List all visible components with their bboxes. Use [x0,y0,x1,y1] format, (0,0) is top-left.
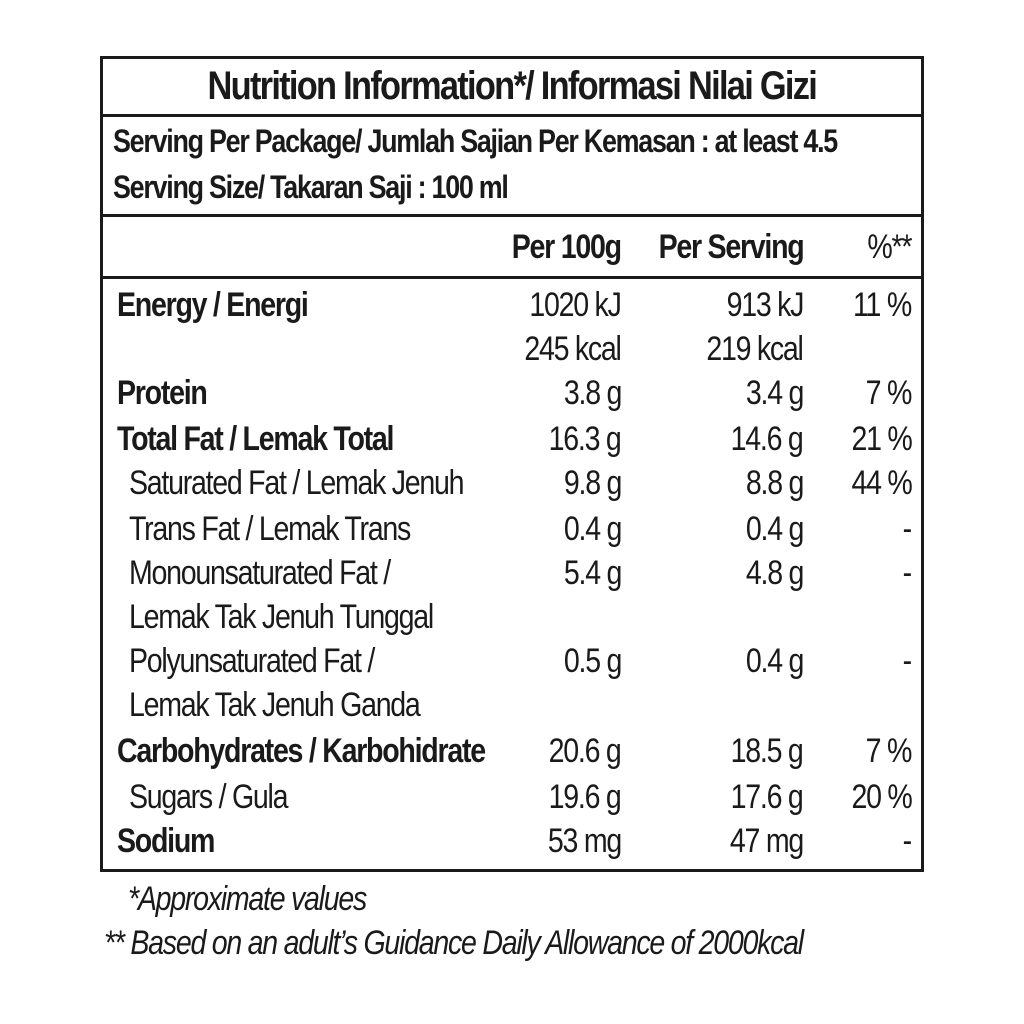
row-sodium-per100: 53 mg [547,822,622,860]
row-energy-name: Energy / Energi [117,286,309,324]
row-energy-per100: 1020 kJ [529,286,622,324]
row-sugars-per-serving: 17.6 g [731,778,804,816]
row-trans-fat-per-serving: 0.4 g [745,510,804,548]
row-total-fat-name: Total Fat / Lemak Total [117,420,394,458]
label-title: Nutrition Information*/ Informasi Nilai … [207,64,818,108]
row-sodium-per-serving: 47 mg [729,822,804,860]
row-mono-fat-name: Monounsaturated Fat / [129,554,391,592]
row-poly-fat-per100: 0.5 g [563,642,622,680]
row-sugars-name: Sugars / Gula [129,778,289,816]
row-carbohydrates-per100: 20.6 g [549,732,622,770]
row-poly-fat-pct: - [902,642,912,680]
row-carbohydrates-name: Carbohydrates / Karbohidrate [117,732,486,770]
column-header-per-serving: Per Serving [658,228,804,266]
row-poly-fat-name-cont: Lemak Tak Jenuh Ganda [129,686,421,724]
row-poly-fat-name: Polyunsaturated Fat / [129,642,375,680]
row-total-fat-per-serving: 14.6 g [731,420,804,458]
nutrition-label: Nutrition Information*/ Informasi Nilai … [100,56,924,872]
row-mono-fat-per-serving: 4.8 g [745,554,804,592]
row-sodium-name: Sodium [117,822,215,860]
row-energy-kcal-per100: 245 kcal [524,330,623,368]
row-saturated-fat-pct: 44 % [850,464,912,502]
row-trans-fat-pct: - [902,510,912,548]
column-header-per-100g: Per 100g [511,228,622,266]
row-sugars-per100: 19.6 g [549,778,622,816]
row-mono-fat-name-cont: Lemak Tak Jenuh Tunggal [129,598,434,636]
row-poly-fat-per-serving: 0.4 g [745,642,804,680]
row-saturated-fat-per100: 9.8 g [563,464,622,502]
header-divider [103,276,921,279]
row-protein-per100: 3.8 g [563,374,622,412]
footnote-gda: ** Based on an adult’s Guidance Daily Al… [104,924,804,962]
row-protein-name: Protein [117,374,208,412]
row-energy-per-serving: 913 kJ [726,286,804,324]
row-sodium-pct: - [902,822,912,860]
row-carbohydrates-per-serving: 18.5 g [731,732,804,770]
label-title-bar: Nutrition Information*/ Informasi Nilai … [103,59,921,117]
row-sugars-pct: 20 % [850,778,912,816]
row-total-fat-per100: 16.3 g [549,420,622,458]
serving-info: Serving Per Package/ Jumlah Sajian Per K… [103,117,921,217]
serving-per-package: Serving Per Package/ Jumlah Sajian Per K… [113,123,838,159]
row-protein-pct: 7 % [865,374,913,412]
row-carbohydrates-pct: 7 % [865,732,913,770]
row-trans-fat-name: Trans Fat / Lemak Trans [129,510,411,548]
nutrient-table: Per 100g Per Serving %** Energy / Energi… [103,217,921,872]
row-trans-fat-per100: 0.4 g [563,510,622,548]
column-header-percent: %** [867,228,912,266]
row-mono-fat-pct: - [902,554,912,592]
row-energy-kcal-per-serving: 219 kcal [706,330,805,368]
row-saturated-fat-per-serving: 8.8 g [745,464,804,502]
row-saturated-fat-name: Saturated Fat / Lemak Jenuh [129,464,465,502]
footnote-approximate: *Approximate values [128,880,367,918]
serving-size: Serving Size/ Takaran Saji : 100 ml [113,169,509,205]
row-energy-pct: 11 % [853,286,912,324]
row-protein-per-serving: 3.4 g [745,374,804,412]
row-total-fat-pct: 21 % [850,420,912,458]
row-mono-fat-per100: 5.4 g [563,554,622,592]
